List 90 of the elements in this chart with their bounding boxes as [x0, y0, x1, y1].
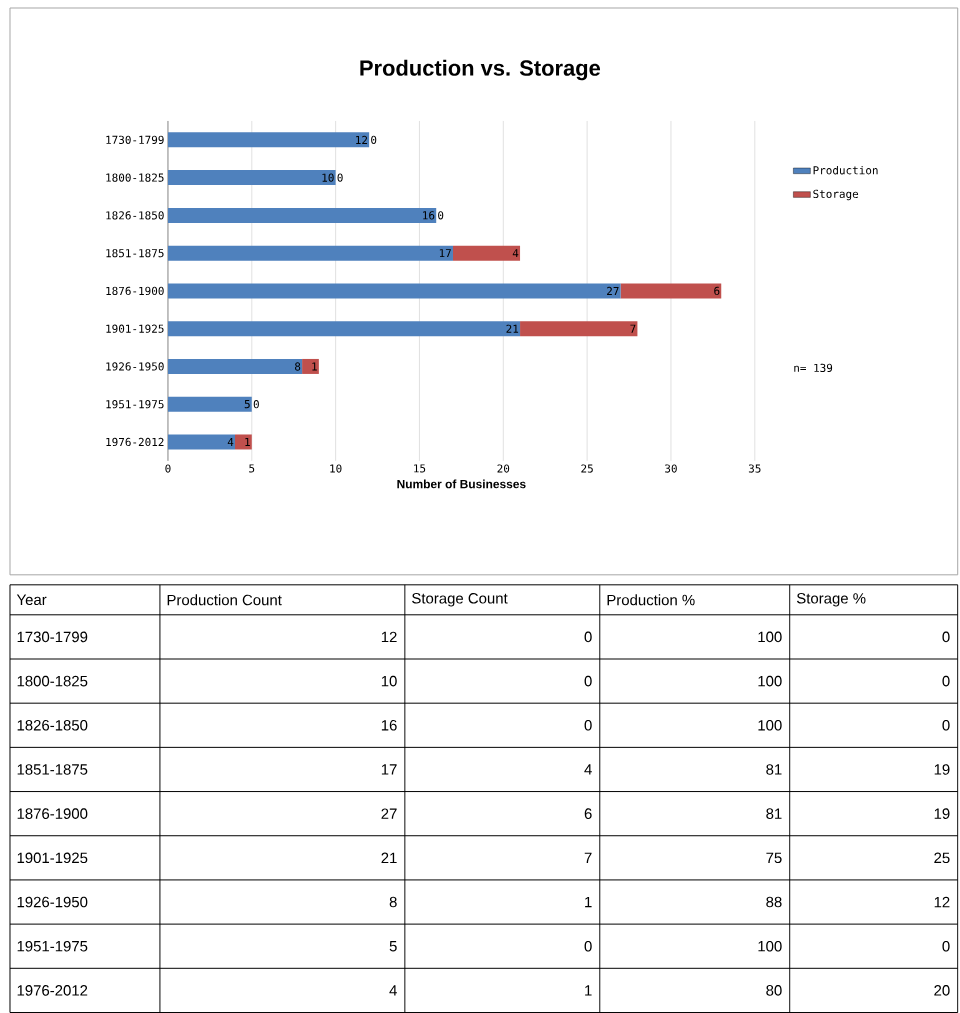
x-tick-label: 25: [581, 464, 593, 473]
y-tick-label: 1730-1799: [106, 135, 164, 144]
text: 19: [934, 764, 950, 775]
x-tick-label: 30: [665, 464, 677, 473]
x-tick-label: 0: [165, 464, 171, 473]
text: 0: [584, 631, 592, 643]
data-label: 0: [337, 173, 343, 182]
text: 1: [585, 985, 592, 996]
y-tick-label: 1976-2012: [106, 437, 164, 447]
category-label: 1800-1825: [17, 675, 88, 687]
data-label: 0: [438, 211, 444, 220]
text: 0: [584, 675, 592, 687]
text: 0: [584, 719, 592, 731]
text: 0: [942, 631, 950, 643]
category-label: 1976-2012: [17, 985, 88, 996]
data-label: 27: [607, 286, 619, 295]
x-axis-title: Number of Businesses: [397, 479, 526, 489]
legend-label: Production: [813, 165, 878, 175]
text: 17: [382, 764, 397, 775]
text: 88: [766, 896, 782, 908]
y-tick-label: 1851-1875: [106, 249, 164, 258]
text: 81: [766, 764, 782, 775]
text: Year: [16, 594, 47, 606]
data-label: 1: [312, 362, 317, 371]
text: 7: [584, 852, 592, 863]
text: Production Count: [167, 594, 282, 606]
x-tick-label: 20: [497, 464, 510, 473]
data-label: 21: [506, 324, 519, 333]
category-label: 1851-1875: [17, 764, 88, 775]
text: 100: [758, 719, 782, 731]
text: Storage Count: [412, 593, 508, 607]
y-tick-label: 1800-1825: [106, 173, 164, 182]
category-label: 1876-1900: [17, 808, 88, 819]
text: 80: [766, 985, 782, 996]
data-label: 4: [227, 437, 234, 446]
data-label: 4: [512, 249, 519, 258]
text: Production %: [607, 594, 695, 606]
text: 0: [942, 940, 950, 952]
y-tick-label: 1926-1950: [106, 362, 164, 371]
category-label: 1901-1925: [17, 852, 88, 864]
text: 4: [584, 764, 593, 775]
text: 75: [766, 852, 782, 864]
x-tick-label: 5: [249, 464, 255, 473]
text: 12: [934, 896, 950, 908]
text: 25: [934, 852, 950, 864]
data-label: 10: [322, 173, 334, 182]
data-label: 0: [253, 400, 260, 409]
text: 6: [584, 808, 592, 819]
category-label: 1951-1975: [17, 940, 88, 952]
text: 0: [942, 675, 950, 687]
x-tick-label: 10: [330, 464, 342, 473]
data-label: 1: [245, 437, 251, 446]
text: 12: [382, 631, 397, 643]
category-label: 1826-1850: [17, 719, 88, 731]
text: 21: [381, 852, 397, 864]
text: 19: [934, 808, 950, 819]
text: 8: [389, 896, 397, 908]
y-tick-label: 1876-1900: [106, 286, 164, 296]
text: 0: [942, 719, 950, 731]
text: Storage %: [797, 593, 866, 607]
y-tick-label: 1901-1925: [106, 324, 164, 333]
text: 100: [758, 940, 782, 952]
text: 0: [584, 940, 592, 952]
data-label: 6: [714, 286, 720, 296]
category-label: 1926-1950: [17, 896, 88, 908]
data-label: 17: [440, 249, 452, 258]
legend-label: Storage: [813, 189, 859, 201]
x-tick-label: 35: [749, 464, 761, 473]
data-label: 8: [295, 362, 301, 371]
y-tick-label: 1826-1850: [106, 211, 164, 220]
text: 81: [766, 808, 782, 819]
category-label: 1730-1799: [17, 631, 88, 643]
data-label: 5: [244, 400, 250, 409]
text: 10: [382, 675, 397, 687]
data-label: 7: [630, 324, 636, 333]
data-label: 12: [356, 135, 368, 144]
text: 1: [585, 896, 592, 908]
text: 100: [758, 631, 782, 643]
y-tick-label: 1951-1975: [106, 400, 164, 409]
text: 16: [382, 719, 397, 731]
text: 4: [389, 985, 398, 996]
text: n= 139: [794, 363, 833, 373]
text: 27: [381, 808, 397, 819]
text: 100: [758, 675, 782, 687]
chart-title: Production vs. Storage: [360, 59, 601, 81]
data-label: 16: [423, 211, 435, 220]
x-tick-label: 15: [414, 464, 426, 473]
text: 20: [934, 985, 950, 996]
text: 5: [389, 941, 397, 952]
data-label: 0: [371, 135, 377, 144]
